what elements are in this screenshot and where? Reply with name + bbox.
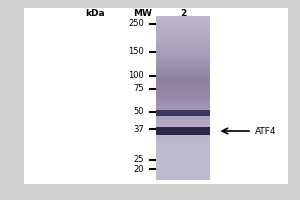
Bar <box>156 84 210 87</box>
Bar <box>156 106 210 109</box>
Bar <box>156 76 210 79</box>
Bar <box>156 110 210 116</box>
Bar <box>156 177 210 180</box>
Bar <box>156 147 210 150</box>
Text: kDa: kDa <box>85 8 105 18</box>
Bar <box>156 133 210 136</box>
Bar <box>156 59 210 62</box>
Bar <box>156 32 210 35</box>
Bar <box>156 150 210 153</box>
Bar <box>156 163 210 166</box>
Bar <box>156 37 210 41</box>
Bar <box>156 109 210 112</box>
Bar <box>156 111 210 114</box>
Bar <box>156 21 210 24</box>
Bar <box>156 43 210 46</box>
Bar <box>156 95 210 98</box>
Bar <box>156 89 210 93</box>
Bar <box>156 160 210 164</box>
Text: ATF4: ATF4 <box>255 127 277 136</box>
Bar <box>156 48 210 52</box>
Bar <box>156 117 210 120</box>
Bar <box>156 155 210 158</box>
Bar <box>156 122 210 125</box>
Text: 2: 2 <box>180 8 186 18</box>
Text: 37: 37 <box>133 124 144 134</box>
Bar <box>156 152 210 155</box>
Bar <box>156 27 210 30</box>
Text: 20: 20 <box>134 164 144 173</box>
Bar <box>156 174 210 177</box>
Bar <box>156 166 210 169</box>
Bar <box>156 54 210 57</box>
Bar <box>156 98 210 101</box>
Bar <box>156 29 210 32</box>
Bar <box>156 18 210 21</box>
Bar <box>156 68 210 71</box>
Bar <box>156 139 210 142</box>
Bar <box>156 125 210 128</box>
Bar <box>156 169 210 172</box>
Text: 75: 75 <box>134 84 144 93</box>
Bar <box>156 171 210 175</box>
Bar <box>156 141 210 144</box>
Bar <box>156 78 210 82</box>
Bar <box>156 103 210 106</box>
Bar <box>156 57 210 60</box>
Bar <box>156 127 210 135</box>
Bar <box>156 40 210 43</box>
Bar <box>156 16 210 19</box>
Text: 100: 100 <box>128 72 144 80</box>
Text: 50: 50 <box>134 108 144 116</box>
Bar <box>156 100 210 103</box>
Bar <box>156 51 210 54</box>
Bar <box>156 144 210 147</box>
Bar <box>156 92 210 95</box>
Bar <box>156 114 210 117</box>
Bar <box>24 8 288 184</box>
Text: 150: 150 <box>128 47 144 56</box>
Bar <box>156 119 210 123</box>
Text: 25: 25 <box>134 156 144 164</box>
Bar <box>156 130 210 134</box>
Bar <box>156 136 210 139</box>
Bar <box>156 46 210 49</box>
Text: MW: MW <box>133 8 152 18</box>
Bar <box>156 87 210 90</box>
Text: 250: 250 <box>128 20 144 28</box>
Bar <box>156 65 210 68</box>
Bar <box>156 73 210 76</box>
Bar <box>156 81 210 84</box>
Bar <box>156 62 210 65</box>
Bar <box>156 128 210 131</box>
Bar <box>156 35 210 38</box>
Bar <box>156 24 210 27</box>
Bar <box>156 158 210 161</box>
Bar <box>156 70 210 73</box>
